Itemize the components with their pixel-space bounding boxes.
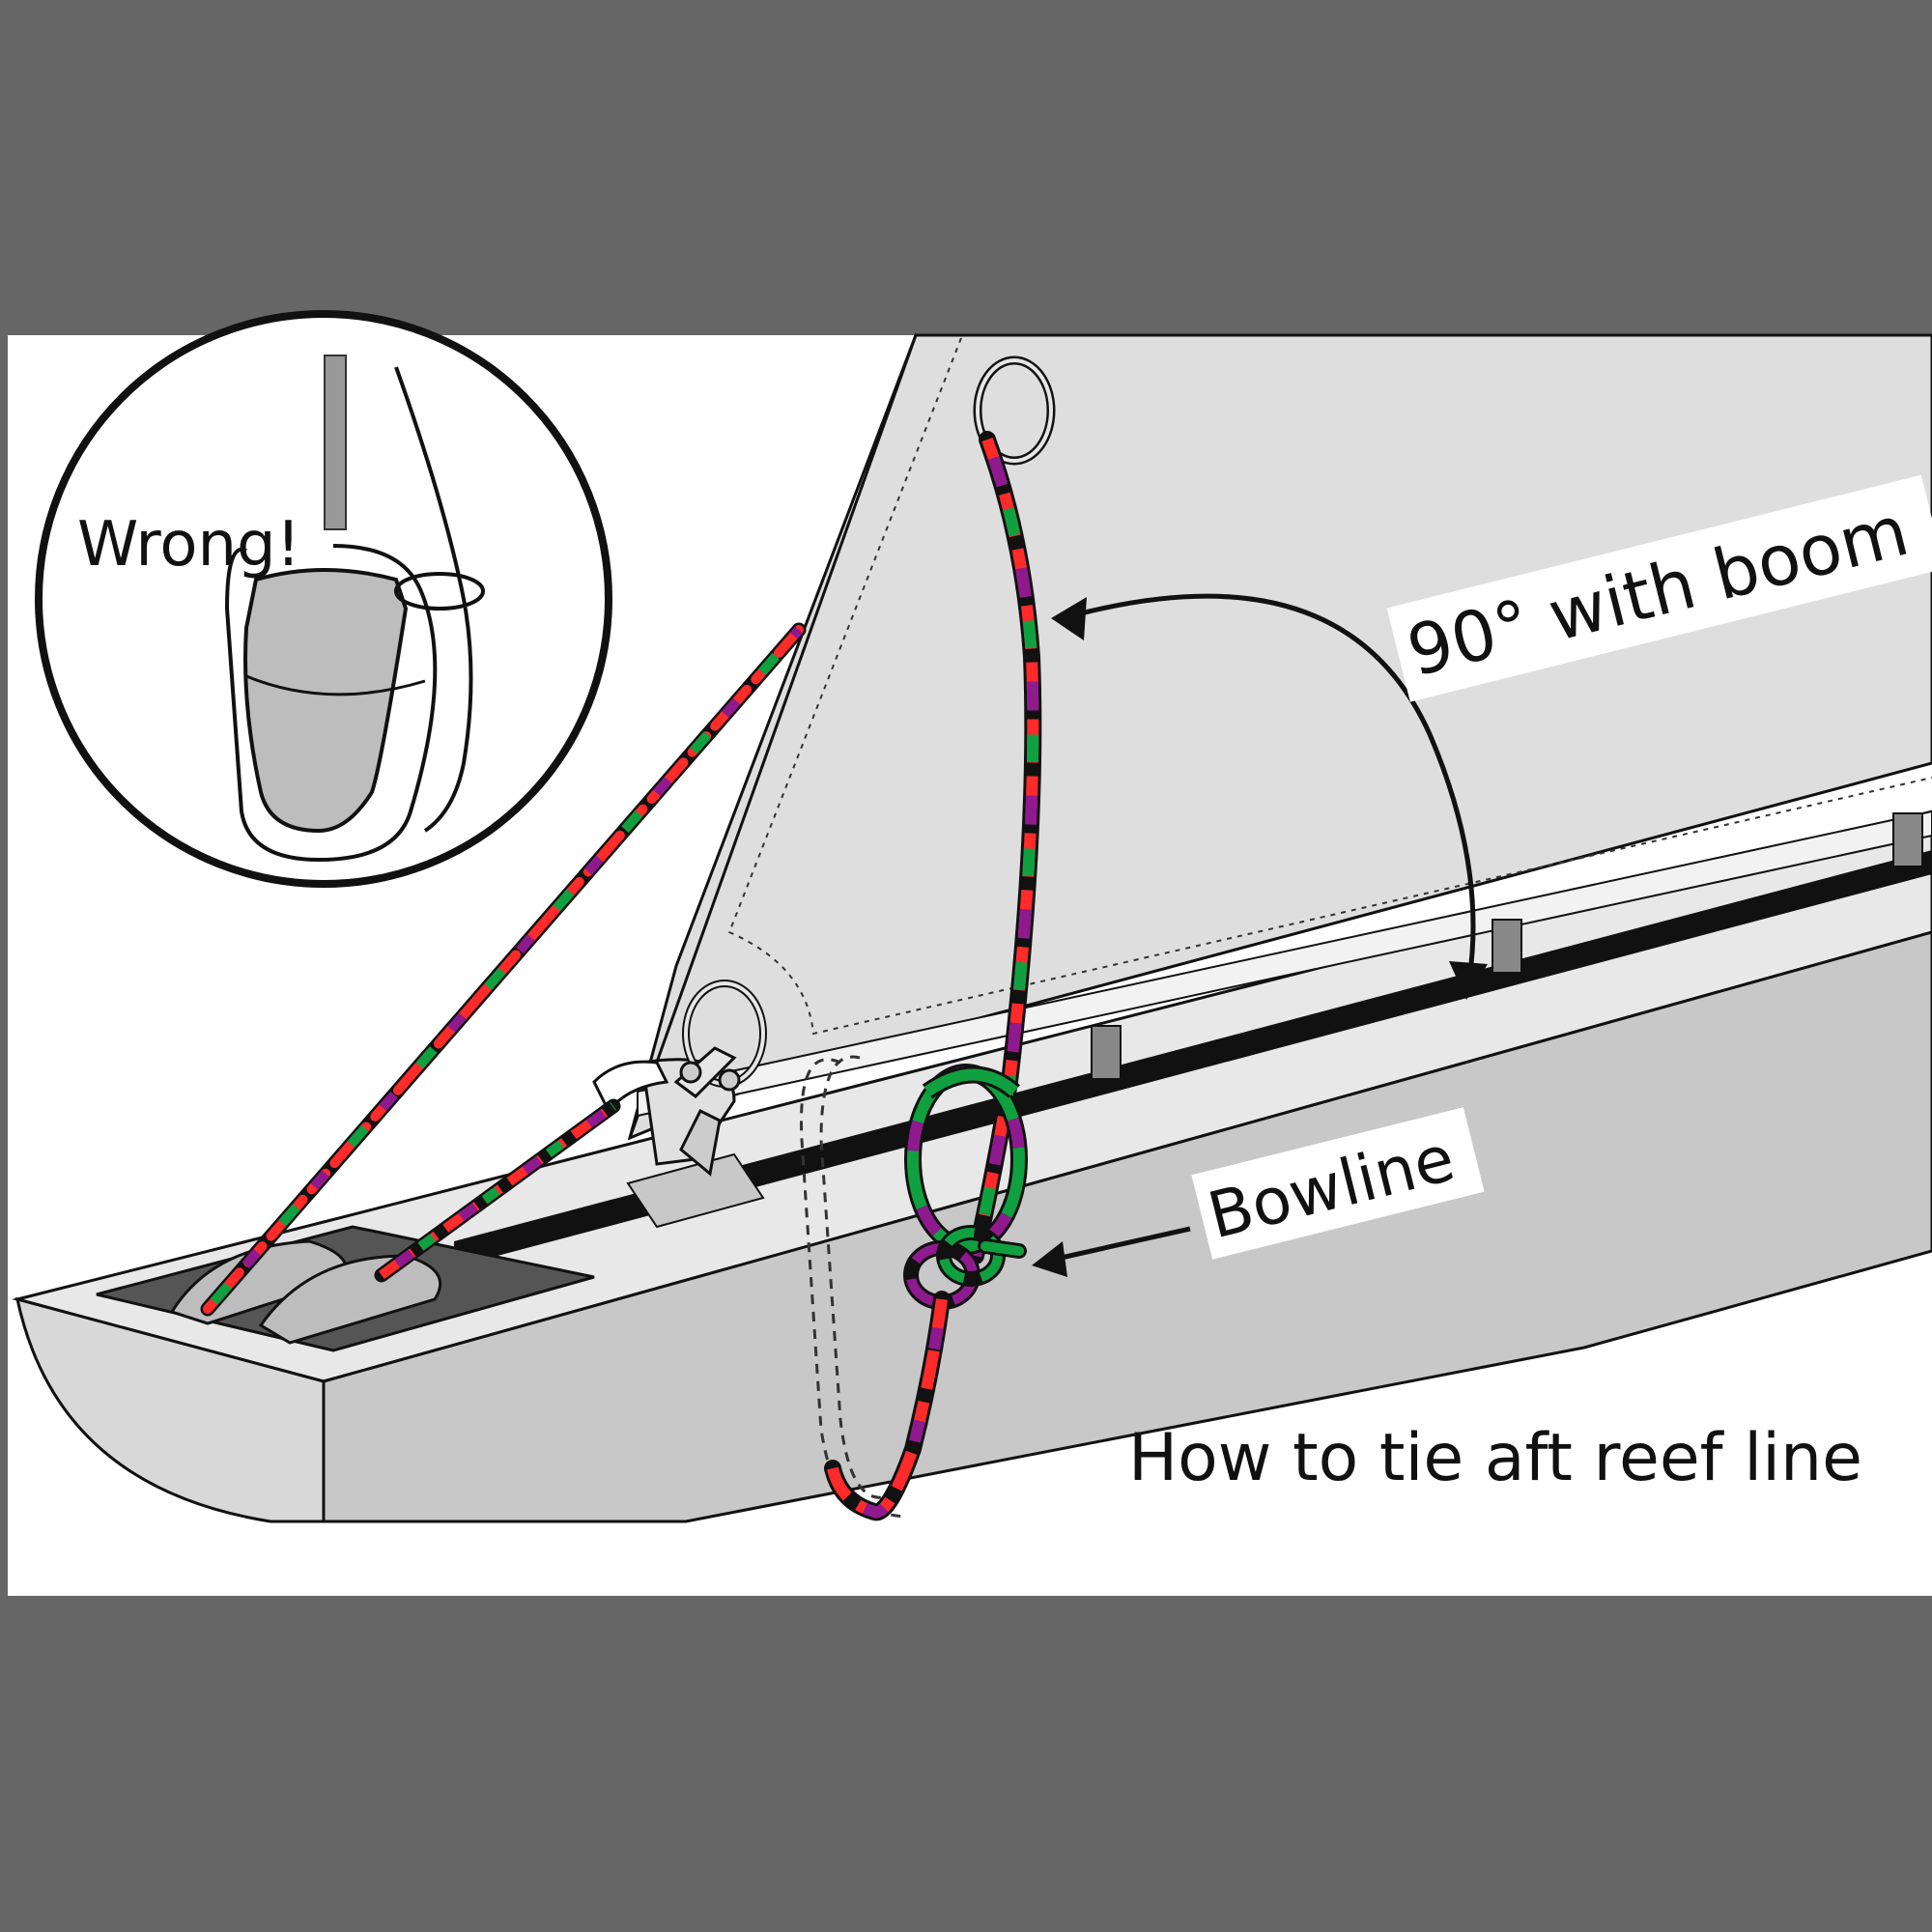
reef-ring-upper-icon (973, 355, 1056, 466)
sail-slide (1091, 1025, 1122, 1080)
sail-slide (1492, 919, 1522, 974)
sail (627, 333, 1932, 1141)
reef-line-diagonal-short (374, 1098, 621, 1283)
diagram-illustration (12, 310, 1932, 1523)
reef-loop-under-boom (800, 1058, 904, 1519)
angle-label-box (1386, 474, 1932, 702)
sail-slide (1892, 812, 1923, 867)
shackle-icon (592, 1046, 741, 1177)
boom-groove (637, 810, 1932, 1118)
reef-line-vertical (967, 431, 1042, 1264)
wrong-label: Wrong! (77, 509, 300, 581)
magnified-wrong-example-icon (35, 310, 612, 888)
bowline-label-box (1191, 1107, 1485, 1260)
angle-arrow (1051, 593, 1488, 1000)
sail-stitching (727, 337, 1932, 1036)
reef-loop-under-boom-inner (819, 1055, 885, 1499)
sail-luff-edge (628, 334, 918, 1139)
bowline-knot-icon (824, 1064, 1028, 1521)
boom-end (15, 1296, 326, 1523)
reef-line-diagonal-long (200, 622, 807, 1317)
diagram-caption: How to tie aft reef line (1128, 1420, 1862, 1496)
bowline-arrow (1032, 1226, 1191, 1277)
